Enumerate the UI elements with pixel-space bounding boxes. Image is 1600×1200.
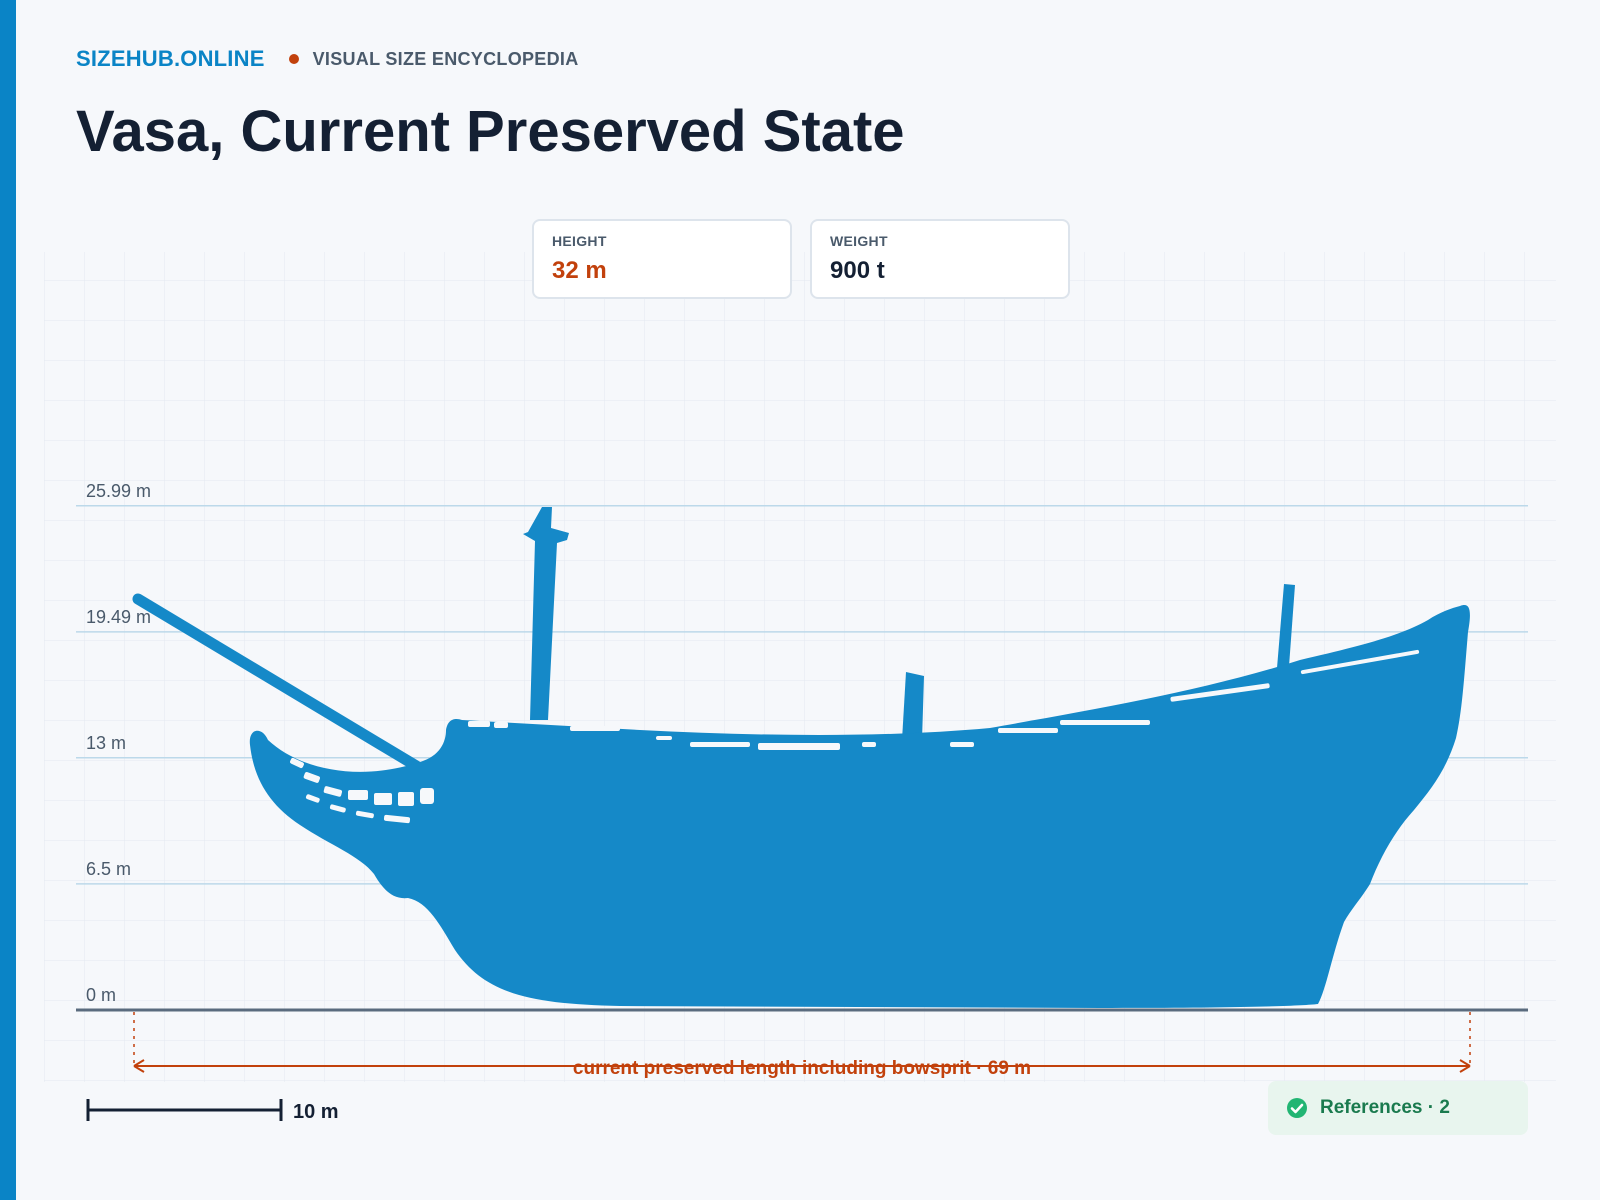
stat-card-weight: WEIGHT 900 t [810,219,1070,299]
height-level-label: 13 m [86,733,126,753]
accent-bar [0,0,16,1200]
main-mast [523,507,569,720]
stat-label: WEIGHT [830,233,888,249]
dimension-arrow-right-icon [1459,1059,1471,1073]
stat-value: 900 t [830,257,885,284]
height-level-label: 25.99 m [86,481,151,501]
stern-mast [1276,584,1295,680]
dimension-arrow-left-icon [133,1059,145,1073]
stat-value: 32 m [552,257,607,284]
stat-card-height: HEIGHT 32 m [532,219,792,299]
page-title: Vasa, Current Preserved State [76,99,905,164]
references-label: References · 2 [1320,1097,1450,1118]
site-header: SIZEHUB.ONLINE VISUAL SIZE ENCYCLOPEDIA [76,46,579,72]
mizzen-mast [902,672,924,740]
dimension-label: current preserved length including bowsp… [573,1058,1031,1079]
height-level-label: 0 m [86,985,116,1005]
check-circle-icon [1287,1098,1307,1118]
stat-label: HEIGHT [552,233,607,249]
separator-dot-icon [288,54,299,64]
site-brand-link[interactable]: SIZEHUB.ONLINE [76,46,265,71]
site-tagline: VISUAL SIZE ENCYCLOPEDIA [312,48,579,69]
bowsprit [132,593,424,773]
height-level-label: 6.5 m [86,859,131,879]
height-level-label: 19.49 m [86,607,151,627]
references-button[interactable]: References · 2 [1268,1081,1528,1135]
hull-openings [290,649,1420,824]
vasa-hull-silhouette [249,605,1470,1008]
scale-bar: 10 m [86,1099,339,1123]
scale-bar-label: 10 m [293,1101,339,1123]
